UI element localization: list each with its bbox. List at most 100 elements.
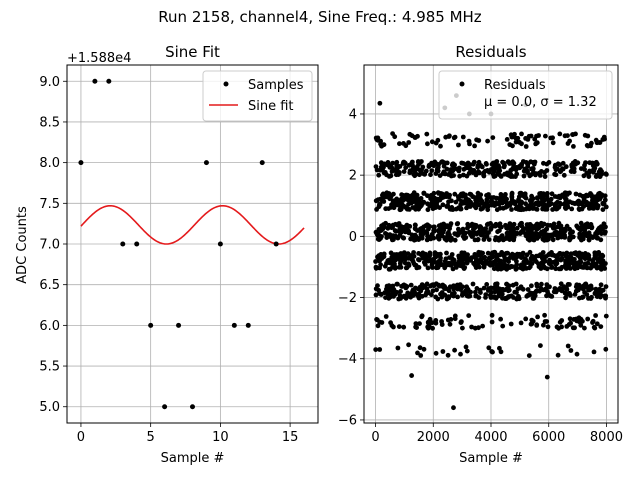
residual-point <box>403 143 409 149</box>
sine-fit-ytick-label: 6.5 <box>39 278 60 293</box>
residual-point <box>455 286 461 292</box>
residual-point <box>579 206 585 212</box>
residual-point <box>373 265 379 271</box>
residual-point <box>534 283 540 289</box>
residual-point <box>593 313 598 318</box>
residual-point <box>537 173 543 178</box>
residual-point <box>491 266 497 272</box>
residual-point <box>445 317 451 323</box>
residual-point <box>590 318 596 324</box>
residual-point <box>540 201 546 207</box>
sine-fit-ticks: 0 5 10 15 5.0 5.5 6.0 6.5 7.0 7.5 8.0 8.5 9.0 <box>39 75 298 445</box>
residuals-xtick-label: 0 <box>371 430 379 445</box>
residual-point <box>560 160 566 166</box>
residual-point <box>399 202 405 207</box>
legend-residuals-stats: μ = 0.0, σ = 1.32 <box>484 95 597 110</box>
residual-point <box>440 349 446 354</box>
sample-point <box>231 322 237 328</box>
residual-point <box>586 256 592 261</box>
residual-point <box>585 316 591 322</box>
residual-point <box>398 251 404 256</box>
residual-point <box>483 295 488 300</box>
residual-point <box>419 293 425 299</box>
residual-point <box>581 199 587 205</box>
residual-point <box>562 133 568 139</box>
residual-point <box>510 229 516 235</box>
residual-point <box>395 345 401 351</box>
residual-point <box>535 195 540 201</box>
residual-point <box>525 222 531 228</box>
residual-point <box>603 224 608 230</box>
residual-point <box>588 265 594 271</box>
residual-point <box>464 205 469 211</box>
residual-point <box>464 260 470 266</box>
residual-point <box>373 347 379 352</box>
residual-point <box>567 226 572 232</box>
residual-point <box>478 232 484 238</box>
residual-point <box>398 264 404 270</box>
residual-point <box>470 227 476 232</box>
residual-point <box>554 324 560 330</box>
residual-point <box>552 202 558 208</box>
residual-point <box>412 226 418 231</box>
residual-point <box>452 191 458 197</box>
residual-point <box>451 260 457 266</box>
residual-point <box>572 292 578 297</box>
sample-point <box>78 160 84 166</box>
residual-point <box>488 251 494 257</box>
residual-point <box>474 286 480 291</box>
residual-point <box>477 258 483 264</box>
sine-fit-ytick-label: 5.0 <box>39 400 60 415</box>
residual-point <box>514 171 520 177</box>
residual-point <box>417 167 423 173</box>
residual-point <box>387 260 393 266</box>
residual-point <box>498 192 504 197</box>
residual-point <box>543 133 548 139</box>
residual-point <box>484 161 489 167</box>
residual-point <box>402 256 408 261</box>
residual-point <box>575 225 581 231</box>
residual-point <box>445 352 451 358</box>
residual-point <box>433 205 438 211</box>
residual-point <box>594 251 599 257</box>
residuals-title: Residuals <box>455 43 526 61</box>
residual-point <box>401 293 407 299</box>
residual-point <box>390 204 395 210</box>
residual-point <box>449 235 454 241</box>
residual-point <box>532 293 538 299</box>
residual-point <box>473 289 478 295</box>
residual-point <box>433 318 439 323</box>
residual-point <box>481 237 487 242</box>
residual-point <box>399 283 404 289</box>
residual-point <box>577 192 583 198</box>
residual-point <box>389 169 395 174</box>
residual-point <box>431 228 436 234</box>
residual-point <box>440 225 446 230</box>
sine-fit-ytick-label: 7.0 <box>39 238 60 253</box>
residual-point <box>557 200 563 206</box>
residual-point <box>430 265 435 270</box>
residual-point <box>411 260 417 266</box>
residual-point <box>419 314 425 320</box>
residual-point <box>502 262 507 267</box>
residual-point <box>383 295 388 300</box>
residual-point <box>394 281 400 287</box>
residual-point <box>475 237 481 243</box>
residual-point <box>602 136 607 142</box>
residual-point <box>404 196 409 202</box>
residual-point <box>395 172 401 178</box>
residual-point <box>540 256 545 261</box>
residual-point <box>585 133 591 139</box>
residual-point <box>513 281 519 287</box>
residual-point <box>413 171 419 177</box>
residual-point <box>470 233 476 239</box>
residual-point <box>584 223 589 229</box>
residual-point <box>509 251 515 257</box>
residual-point <box>429 139 435 145</box>
residual-point <box>538 266 544 271</box>
residual-point <box>531 237 537 243</box>
residual-point <box>429 168 435 174</box>
residual-point <box>446 199 451 205</box>
residual-point <box>496 235 502 241</box>
residual-point <box>489 199 495 205</box>
